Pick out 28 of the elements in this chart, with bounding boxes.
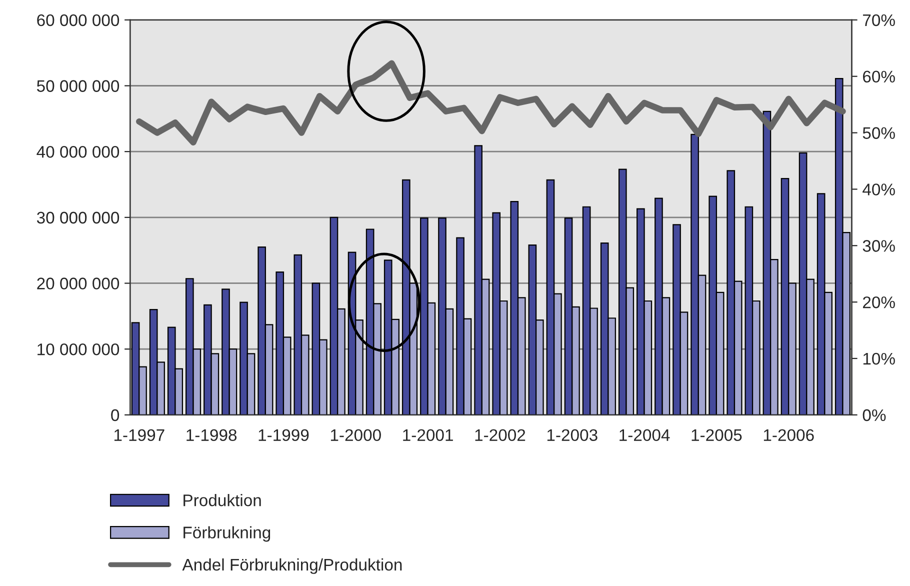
x-tick-label: 1-1999	[258, 429, 309, 442]
y2-tick-label: 40%	[862, 184, 895, 196]
y-tick-label: 50 000 000	[36, 80, 120, 92]
y2-tick-label: 10%	[863, 352, 895, 365]
y-tick-label: 10 000 000	[38, 343, 120, 356]
x-tick-label: 1-2006	[764, 429, 814, 442]
y2-tick-label: 50%	[862, 127, 895, 139]
x-tick-label: 1-2001	[403, 429, 453, 442]
y2-tick-label: 30%	[862, 240, 895, 252]
legend-label: Produktion	[184, 494, 261, 506]
legend-label: Andel Förbrukning/Produktion	[182, 558, 402, 574]
y-tick-label: 40 000 000	[36, 146, 120, 158]
y2-tick-label: 0%	[862, 409, 886, 422]
x-tick-label: 1-2004	[620, 429, 670, 442]
y-tick-label: 0	[111, 409, 120, 422]
x-tick-label: 1-2000	[330, 429, 381, 442]
x-tick-label: 1-2005	[692, 429, 742, 442]
x-tick-label: 1-2002	[475, 429, 526, 442]
legend-label: Förbrukning	[184, 526, 270, 542]
x-tick-label: 1-1998	[186, 429, 237, 442]
x-tick-label: 1-2003	[547, 429, 598, 442]
y-tick-label: 30 000 000	[36, 212, 120, 224]
x-tick-label: 1-1997	[114, 429, 164, 442]
y2-tick-label: 20%	[863, 296, 895, 308]
y-tick-label: 60 000 000	[37, 14, 120, 26]
y-tick-label: 20 000 000	[37, 278, 120, 290]
y2-tick-label: 60%	[863, 70, 895, 83]
y2-tick-label: 70%	[863, 14, 895, 26]
